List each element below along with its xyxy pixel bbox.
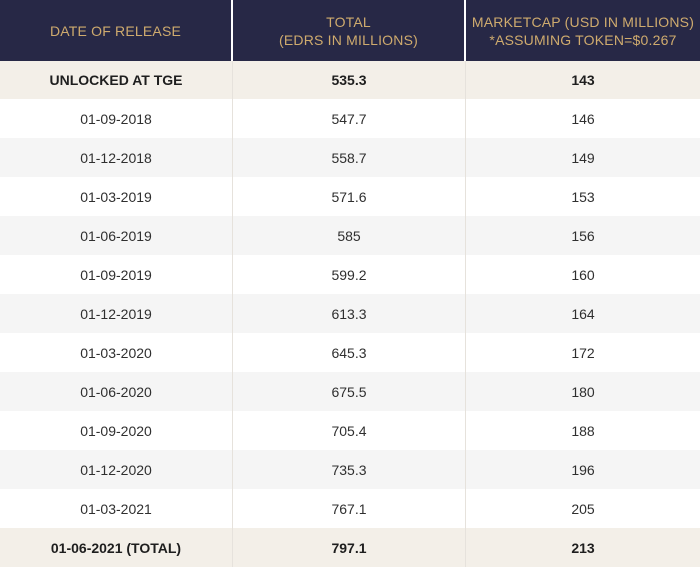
table-row: 01-12-2018 558.7 149 <box>0 138 700 177</box>
table-row: 01-12-2019 613.3 164 <box>0 294 700 333</box>
cell-marketcap: 149 <box>466 138 700 177</box>
cell-total: 675.5 <box>233 372 466 411</box>
cell-marketcap: 156 <box>466 216 700 255</box>
cell-marketcap: 143 <box>466 61 700 99</box>
cell-total: 599.2 <box>233 255 466 294</box>
cell-date: 01-12-2020 <box>0 450 233 489</box>
header-marketcap-line2: *ASSUMING TOKEN=$0.267 <box>489 31 677 48</box>
header-date-of-release: DATE OF RELEASE <box>0 0 233 61</box>
cell-marketcap: 196 <box>466 450 700 489</box>
cell-date: 01-03-2020 <box>0 333 233 372</box>
cell-marketcap: 180 <box>466 372 700 411</box>
cell-total: 571.6 <box>233 177 466 216</box>
table-row: 01-12-2020 735.3 196 <box>0 450 700 489</box>
cell-total: 613.3 <box>233 294 466 333</box>
cell-total: 705.4 <box>233 411 466 450</box>
header-total-line2: (EDRS IN MILLIONS) <box>279 31 418 48</box>
table-row-total: 01-06-2021 (TOTAL) 797.1 213 <box>0 528 700 567</box>
table-row: 01-06-2019 585 156 <box>0 216 700 255</box>
table-row: 01-09-2019 599.2 160 <box>0 255 700 294</box>
cell-date: 01-06-2020 <box>0 372 233 411</box>
cell-total: 767.1 <box>233 489 466 528</box>
cell-marketcap: 205 <box>466 489 700 528</box>
cell-date: 01-09-2020 <box>0 411 233 450</box>
table-header-row: DATE OF RELEASE TOTAL (EDRS IN MILLIONS)… <box>0 0 700 61</box>
table-row: 01-09-2018 547.7 146 <box>0 99 700 138</box>
table-row: 01-03-2019 571.6 153 <box>0 177 700 216</box>
cell-total: 645.3 <box>233 333 466 372</box>
cell-date: 01-06-2021 (TOTAL) <box>0 528 233 567</box>
cell-marketcap: 160 <box>466 255 700 294</box>
cell-marketcap: 146 <box>466 99 700 138</box>
cell-total: 585 <box>233 216 466 255</box>
cell-date: UNLOCKED AT TGE <box>0 61 233 99</box>
cell-marketcap: 164 <box>466 294 700 333</box>
cell-date: 01-09-2018 <box>0 99 233 138</box>
header-total-line1: TOTAL <box>326 13 371 30</box>
cell-date: 01-12-2018 <box>0 138 233 177</box>
cell-total: 547.7 <box>233 99 466 138</box>
cell-date: 01-06-2019 <box>0 216 233 255</box>
table-row-tge: UNLOCKED AT TGE 535.3 143 <box>0 61 700 99</box>
table-row: 01-03-2020 645.3 172 <box>0 333 700 372</box>
cell-total: 797.1 <box>233 528 466 567</box>
header-date-line1: DATE OF RELEASE <box>49 22 182 39</box>
table-row: 01-06-2020 675.5 180 <box>0 372 700 411</box>
cell-marketcap: 213 <box>466 528 700 567</box>
cell-marketcap: 153 <box>466 177 700 216</box>
header-marketcap: MARKETCAP (USD IN MILLIONS) *ASSUMING TO… <box>466 0 700 61</box>
cell-marketcap: 188 <box>466 411 700 450</box>
cell-marketcap: 172 <box>466 333 700 372</box>
cell-total: 535.3 <box>233 61 466 99</box>
header-total: TOTAL (EDRS IN MILLIONS) <box>233 0 466 61</box>
cell-date: 01-09-2019 <box>0 255 233 294</box>
cell-date: 01-03-2021 <box>0 489 233 528</box>
cell-date: 01-12-2019 <box>0 294 233 333</box>
cell-date: 01-03-2019 <box>0 177 233 216</box>
table-row: 01-09-2020 705.4 188 <box>0 411 700 450</box>
table-row: 01-03-2021 767.1 205 <box>0 489 700 528</box>
cell-total: 735.3 <box>233 450 466 489</box>
header-marketcap-line1: MARKETCAP (USD IN MILLIONS) <box>471 13 695 30</box>
cell-total: 558.7 <box>233 138 466 177</box>
